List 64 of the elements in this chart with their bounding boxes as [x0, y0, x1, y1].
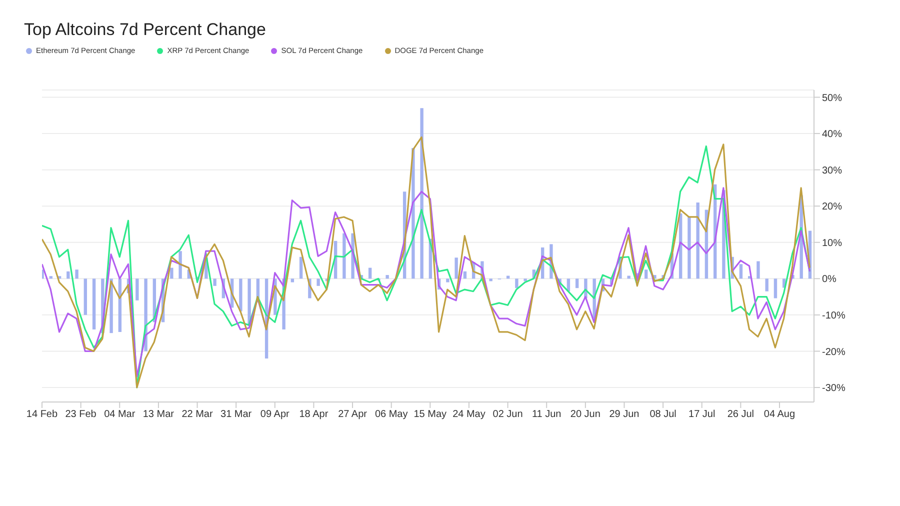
y-tick-label: 20%: [822, 202, 842, 213]
x-tick-label: 29 Jun: [609, 409, 640, 420]
x-tick-label: 04 Aug: [764, 409, 796, 420]
x-tick-label: 13 Mar: [142, 409, 175, 420]
x-tick-label: 31 Mar: [220, 409, 252, 420]
x-tick-label: 26 Jul: [727, 409, 754, 420]
x-tick-label: 06 May: [374, 409, 408, 420]
y-tick-label: 50%: [822, 92, 842, 104]
bar: [75, 270, 78, 279]
bar: [644, 270, 648, 279]
bar: [42, 270, 44, 279]
bar: [316, 278, 320, 286]
x-tick-label: 09 Apr: [260, 409, 290, 420]
x-tick-label: 22 Mar: [182, 409, 214, 420]
y-tick-label: -10%: [822, 310, 846, 322]
bar: [386, 275, 389, 279]
bar: [178, 251, 182, 279]
bar: [170, 268, 174, 279]
bar: [136, 278, 139, 300]
y-tick-label: 30%: [822, 165, 842, 176]
bar: [765, 278, 768, 292]
bar: [92, 278, 96, 330]
bar: [688, 216, 691, 279]
y-tick-label: 0%: [822, 274, 837, 286]
bar: [213, 278, 216, 286]
y-tick-label: -30%: [822, 383, 846, 394]
bar: [696, 202, 700, 279]
chart-title: Top Altcoins 7d Percent Change: [23, 19, 267, 41]
bar: [489, 278, 492, 282]
x-tick-label: 17 Jul: [688, 409, 716, 420]
x-tick-label: 24 May: [452, 409, 486, 420]
x-tick-label: 20 Jun: [570, 409, 600, 420]
bar: [446, 278, 450, 282]
bar: [756, 261, 760, 279]
bar: [575, 278, 579, 288]
bar: [368, 268, 372, 279]
x-tick-label: 15 May: [414, 409, 447, 420]
x-tick-label: 27 Apr: [338, 409, 368, 420]
bar: [739, 264, 743, 279]
bar: [84, 278, 88, 315]
bar: [239, 278, 242, 312]
bar: [49, 276, 53, 279]
bar: [454, 258, 458, 279]
bar: [463, 271, 467, 279]
bar: [66, 271, 70, 279]
bar: [420, 108, 424, 279]
bar: [299, 256, 303, 279]
y-tick-label: -20%: [822, 346, 846, 358]
bar: [524, 278, 527, 282]
y-tick-label: 10%: [822, 238, 842, 249]
x-tick-label: 14 Feb: [26, 409, 58, 420]
x-tick-label: 11 Jun: [532, 409, 562, 420]
y-tick-label: 40%: [822, 129, 842, 140]
x-tick-label: 04 Mar: [104, 409, 136, 420]
bar: [342, 233, 346, 279]
x-tick-label: 02 Jun: [492, 409, 523, 420]
bar: [290, 278, 294, 282]
bar: [506, 276, 510, 279]
x-tick-label: 23 Feb: [65, 409, 97, 420]
bar: [515, 278, 518, 288]
bar: [774, 278, 778, 298]
x-tick-label: 08 Jul: [650, 409, 676, 420]
x-tick-label: 18 Apr: [299, 409, 329, 420]
bar: [627, 276, 630, 279]
